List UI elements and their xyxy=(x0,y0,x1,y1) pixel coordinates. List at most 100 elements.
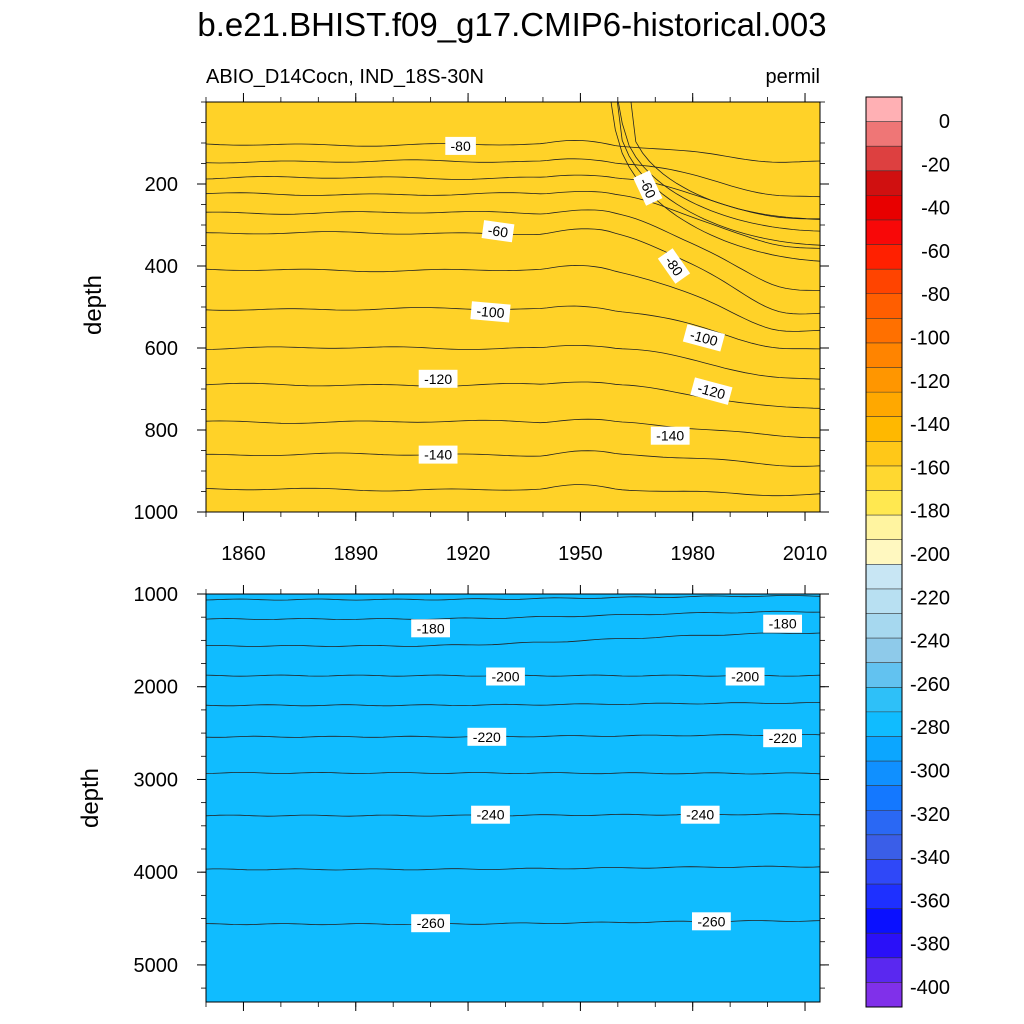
colorbar-box xyxy=(866,736,902,762)
xtick-label: 1950 xyxy=(558,543,603,565)
colorbar-box xyxy=(866,834,902,860)
top-panel-contour-label: -140 xyxy=(418,445,458,464)
bottom-panel-ytick-label: 4000 xyxy=(134,862,179,884)
colorbar: 0 -20 -40 -60 -80 -100 -120 -140 -160 -180 -200 -22… xyxy=(865,96,950,1008)
colorbar-box xyxy=(866,97,902,122)
bottom-panel: 1000 2000 3000 4000 5000 -180 -180 -200 -200 -220… xyxy=(134,584,829,1011)
colorbar-label: -360 xyxy=(910,890,950,912)
top-panel-contour-label: -120 xyxy=(418,369,458,388)
colorbar-box xyxy=(866,662,902,688)
contour-label-box xyxy=(467,727,507,746)
contour-label-box xyxy=(725,667,765,686)
top-panel-contour-line xyxy=(616,102,820,246)
contour-label-box xyxy=(486,667,525,686)
contour-label-text: -140 xyxy=(656,428,684,444)
colorbar-label: -340 xyxy=(910,847,950,869)
colorbar-box xyxy=(866,859,902,885)
bottom-panel-ytick-label: 2000 xyxy=(134,677,179,699)
xtick-label: 2010 xyxy=(783,543,828,565)
colorbar-box xyxy=(866,933,902,959)
units-label: permil xyxy=(766,66,820,88)
top-panel-contour-line xyxy=(206,450,820,467)
contour-label-text: -220 xyxy=(473,729,501,745)
bottom-panel-ytick-label: 3000 xyxy=(134,769,179,791)
bottom-panel-contour-label: -240 xyxy=(680,805,720,824)
contour-label-box xyxy=(411,914,450,933)
colorbar-label: -100 xyxy=(910,328,950,350)
top-panel-contour-label: -140 xyxy=(650,426,690,445)
colorbar-box xyxy=(866,982,902,1008)
bottom-panel-contour-label: -260 xyxy=(411,914,450,933)
contour-label-box xyxy=(763,614,802,633)
colorbar-box xyxy=(866,564,902,590)
colorbar-label: -40 xyxy=(921,198,950,220)
contour-label-box xyxy=(471,805,510,824)
colorbar-label: -320 xyxy=(910,804,950,826)
bottom-panel-contour-line xyxy=(206,610,820,621)
colorbar-box xyxy=(866,465,902,491)
contour-label-box xyxy=(481,220,515,243)
contour-label-text: -240 xyxy=(686,807,714,823)
contour-label-text: -180 xyxy=(769,616,797,632)
colorbar-label: -120 xyxy=(910,371,950,393)
colorbar-label: -260 xyxy=(910,674,950,696)
colorbar-box xyxy=(866,687,902,713)
contour-label-text: -100 xyxy=(688,326,719,349)
chart-title: b.e21.BHIST.f09_g17.CMIP6-historical.003 xyxy=(197,6,826,43)
contour-label-text: -60 xyxy=(487,222,509,241)
colorbar-box xyxy=(866,219,902,245)
top-panel-contour-line xyxy=(610,102,820,262)
contour-label-box xyxy=(690,377,733,405)
contour-label-text: -220 xyxy=(769,730,797,746)
colorbar-box xyxy=(866,884,902,909)
contour-label-text: -200 xyxy=(491,669,519,685)
colorbar-label: 0 xyxy=(939,111,950,133)
contour-label-box xyxy=(418,445,458,464)
colorbar-box xyxy=(866,392,902,418)
contour-label-text: -260 xyxy=(417,915,445,931)
contour-label-text: -140 xyxy=(424,447,452,463)
colorbar-label: -300 xyxy=(910,761,950,783)
bottom-panel-ytick-label: 1000 xyxy=(134,584,179,606)
contour-label-box xyxy=(692,912,731,931)
colorbar-box xyxy=(866,146,902,172)
xtick-label: 1890 xyxy=(334,543,379,565)
bottom-panel-contour-label: -200 xyxy=(725,667,765,686)
contour-label-text: -60 xyxy=(636,176,659,201)
bottom-panel-contour-label: -200 xyxy=(486,667,525,686)
colorbar-box xyxy=(866,269,902,295)
colorbar-box xyxy=(866,638,902,663)
top-panel-contour-line xyxy=(206,484,820,497)
bottom-panel-contour-label: -260 xyxy=(692,912,731,931)
contour-label-box xyxy=(470,301,511,323)
colorbar-label: -400 xyxy=(910,977,950,999)
colorbar-box xyxy=(866,613,902,639)
top-panel-contour-label: -100 xyxy=(682,324,725,352)
contour-label-text: -180 xyxy=(417,620,445,636)
contour-label-text: -100 xyxy=(476,303,506,321)
bottom-panel-contour-line xyxy=(206,595,820,601)
colorbar-box xyxy=(866,515,902,541)
colorbar-box xyxy=(866,318,902,344)
top-panel-contour-line xyxy=(206,139,820,163)
colorbar-box xyxy=(866,711,902,737)
top-panel-contour-line xyxy=(206,418,820,439)
colorbar-box xyxy=(866,170,902,196)
contour-label-box xyxy=(633,170,663,206)
top-panel-ytick-label: 1000 xyxy=(134,502,179,524)
top-panel: 2004006008001000-80-60-60-80-100-100-120… xyxy=(134,93,829,565)
bottom-panel-band xyxy=(206,594,820,925)
top-ylabel: depth xyxy=(80,275,107,335)
contour-label-text: -200 xyxy=(731,669,759,685)
top-panel-contour-line xyxy=(206,264,820,332)
colorbar-label: -140 xyxy=(910,414,950,436)
contour-label-box xyxy=(657,248,691,284)
colorbar-label: -380 xyxy=(910,934,950,956)
variable-label: ABIO_D14Cocn, IND_18S-30N xyxy=(206,66,484,88)
colorbar-box xyxy=(866,416,902,442)
colorbar-box xyxy=(866,244,902,270)
contour-label-box xyxy=(680,805,720,824)
bottom-panel-contour-label: -240 xyxy=(471,805,510,824)
contour-label-box xyxy=(682,324,725,352)
colorbar-box xyxy=(866,785,902,811)
